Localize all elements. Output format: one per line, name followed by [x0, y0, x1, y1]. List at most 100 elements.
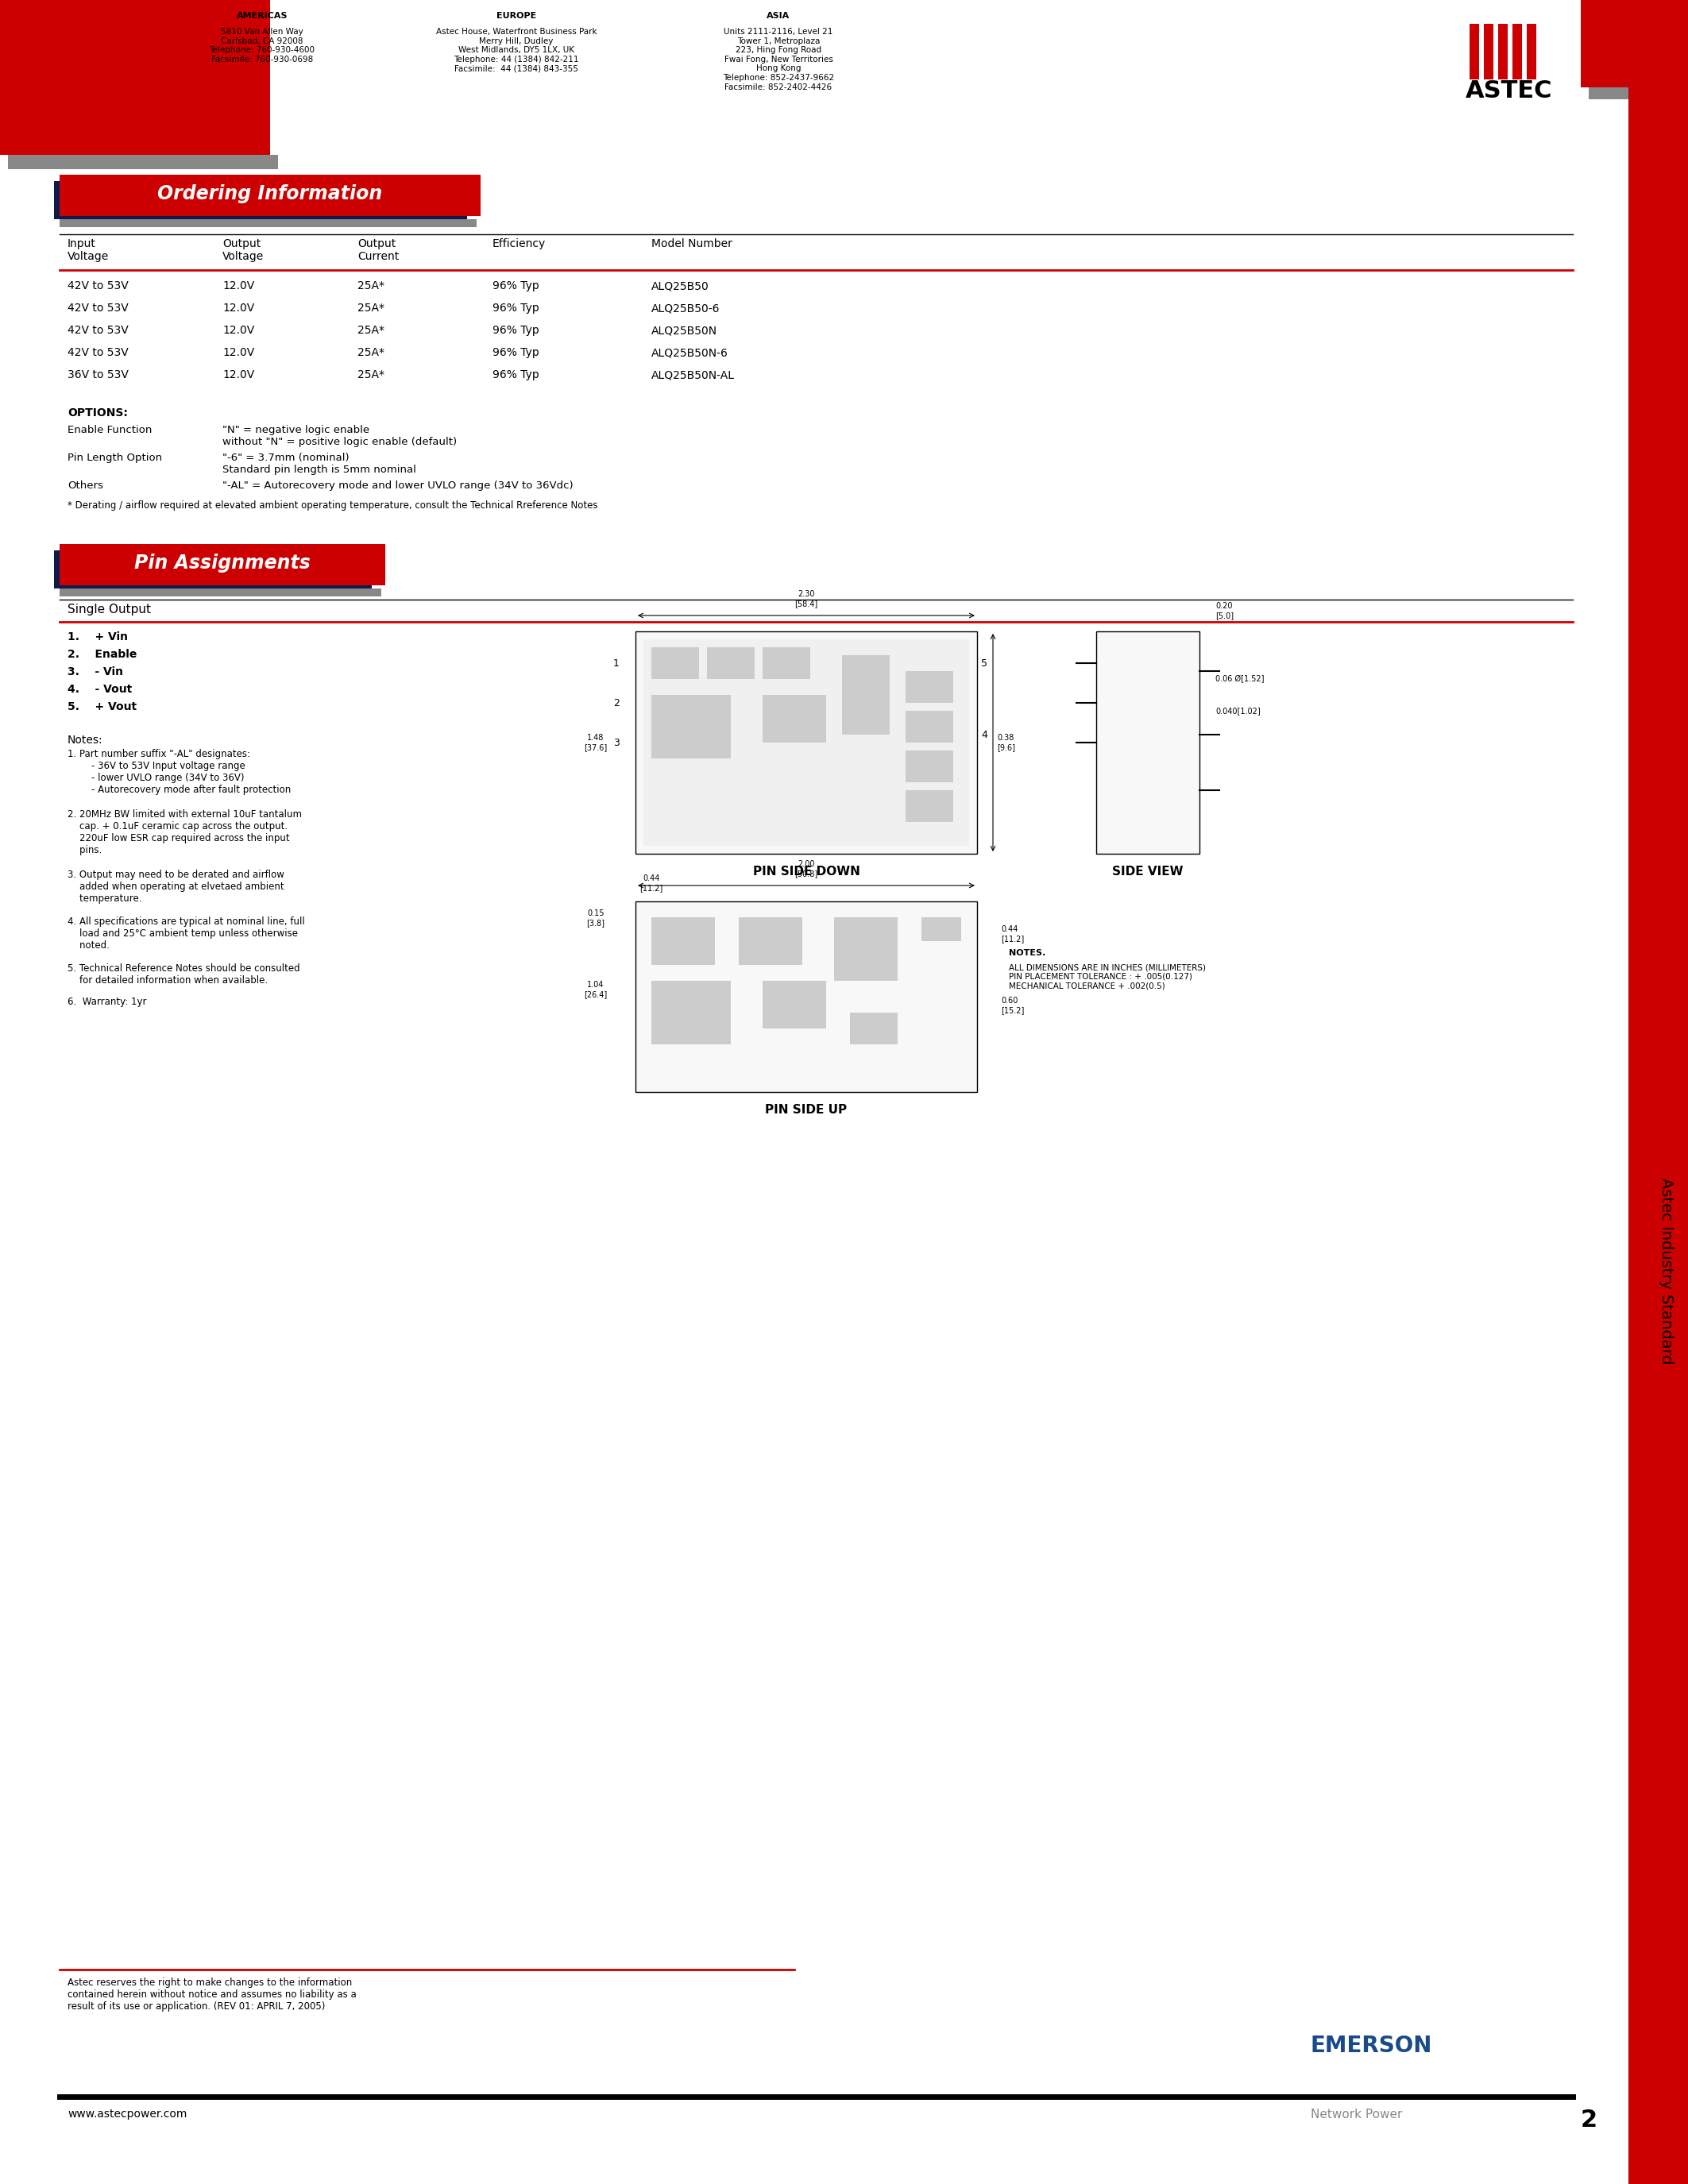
Polygon shape	[1512, 24, 1523, 79]
Text: 1.04
[26.4]: 1.04 [26.4]	[584, 981, 608, 998]
Polygon shape	[1526, 24, 1536, 79]
Text: 2. 20MHz BW limited with external 10uF tantalum
    cap. + 0.1uF ceramic cap acr: 2. 20MHz BW limited with external 10uF t…	[68, 810, 302, 856]
Text: 12.0V: 12.0V	[223, 280, 255, 290]
Text: Output
Voltage: Output Voltage	[223, 238, 263, 262]
Text: EUROPE: EUROPE	[496, 11, 537, 20]
Text: 2.    Enable: 2. Enable	[68, 649, 137, 660]
Text: Pin Length Option: Pin Length Option	[68, 452, 162, 463]
Bar	[905, 791, 954, 821]
Text: Model Number: Model Number	[652, 238, 733, 249]
Text: 0.44
[11.2]: 0.44 [11.2]	[1001, 926, 1025, 941]
Text: 0.20
[5.0]: 0.20 [5.0]	[1215, 603, 1234, 620]
Bar	[0, 0, 270, 155]
Text: 2.30
[58.4]: 2.30 [58.4]	[795, 590, 819, 607]
Text: Pin Assignments: Pin Assignments	[135, 553, 311, 572]
Bar	[652, 917, 716, 965]
Text: Astec Industry Standard: Astec Industry Standard	[1658, 1177, 1673, 1363]
Text: 25A*: 25A*	[358, 347, 385, 358]
Text: "N" = negative logic enable
without "N" = positive logic enable (default): "N" = negative logic enable without "N" …	[223, 426, 457, 448]
Bar	[1096, 631, 1200, 854]
Text: ALQ25B50N-6: ALQ25B50N-6	[652, 347, 728, 358]
Text: 2: 2	[613, 697, 619, 708]
Text: 0.60
[15.2]: 0.60 [15.2]	[1001, 996, 1025, 1013]
Bar	[635, 902, 977, 1092]
Bar	[851, 1013, 898, 1044]
Bar	[905, 751, 954, 782]
Text: 96% Typ: 96% Typ	[493, 304, 538, 314]
Bar	[763, 695, 825, 743]
Bar	[1096, 631, 1200, 854]
Text: 4: 4	[981, 729, 987, 740]
Text: ALQ25B50N: ALQ25B50N	[652, 325, 717, 336]
Bar	[652, 981, 731, 1044]
Text: 0.06 Ø[1.52]: 0.06 Ø[1.52]	[1215, 675, 1264, 684]
Text: SIDE VIEW: SIDE VIEW	[1112, 865, 1183, 878]
Text: * Derating / airflow required at elevated ambient operating temperature, consult: * Derating / airflow required at elevate…	[68, 500, 598, 511]
Text: ALQ25B50: ALQ25B50	[1664, 339, 1680, 441]
Text: OPTIONS:: OPTIONS:	[68, 408, 128, 419]
Text: 12.0V: 12.0V	[223, 347, 255, 358]
Text: 12.0V: 12.0V	[223, 304, 255, 314]
Bar	[59, 544, 385, 585]
Text: "-AL" = Autorecovery mode and lower UVLO range (34V to 36Vdc): "-AL" = Autorecovery mode and lower UVLO…	[223, 480, 574, 491]
Bar	[707, 646, 755, 679]
Bar	[763, 981, 825, 1029]
Text: 0.040[1.02]: 0.040[1.02]	[1215, 708, 1261, 714]
Text: EMERSON: EMERSON	[1310, 2035, 1433, 2057]
Bar	[1629, 0, 1688, 2184]
Text: 42V to 53V: 42V to 53V	[68, 325, 128, 336]
Text: Output
Current: Output Current	[358, 238, 398, 262]
Bar	[59, 218, 476, 227]
Bar	[842, 655, 890, 734]
Text: PIN SIDE UP: PIN SIDE UP	[765, 1103, 847, 1116]
Text: 12.0V: 12.0V	[223, 369, 255, 380]
Text: 1.    + Vin: 1. + Vin	[68, 631, 128, 642]
Text: ASTEC: ASTEC	[1465, 79, 1553, 103]
Text: 5.    + Vout: 5. + Vout	[68, 701, 137, 712]
Text: NOTES.: NOTES.	[1009, 950, 1045, 957]
Bar	[739, 917, 802, 965]
Text: 1.48
[37.6]: 1.48 [37.6]	[584, 734, 608, 751]
Bar	[905, 670, 954, 703]
Text: 25A*: 25A*	[358, 280, 385, 290]
Text: 96% Typ: 96% Typ	[493, 347, 538, 358]
Bar	[635, 631, 977, 854]
Text: 4. All specifications are typical at nominal line, full
    load and 25°C ambien: 4. All specifications are typical at nom…	[68, 917, 306, 950]
Text: 25A*: 25A*	[358, 304, 385, 314]
Text: 2.00
[50.8]: 2.00 [50.8]	[795, 860, 819, 878]
Text: ALQ25B50: ALQ25B50	[652, 280, 709, 290]
Bar	[834, 917, 898, 981]
Text: Ordering Information: Ordering Information	[157, 183, 383, 203]
Text: 0.44
[11.2]: 0.44 [11.2]	[640, 876, 663, 891]
Text: ASIA: ASIA	[766, 11, 790, 20]
Text: 96% Typ: 96% Typ	[493, 325, 538, 336]
Text: 42V to 53V: 42V to 53V	[68, 280, 128, 290]
Bar	[54, 181, 468, 218]
Text: Single Output: Single Output	[68, 603, 150, 616]
Text: 0.15
[3.8]: 0.15 [3.8]	[587, 909, 604, 926]
Text: 36V to 53V: 36V to 53V	[68, 369, 128, 380]
Bar	[635, 902, 977, 1092]
Text: 5: 5	[981, 657, 987, 668]
Text: Network Power: Network Power	[1310, 2108, 1403, 2121]
Text: Enable Function: Enable Function	[68, 426, 152, 435]
Text: 5810 Van Allen Way
Carlsbad, CA 92008
Telephone: 760-930-4600
Facsimile: 760-930: 5810 Van Allen Way Carlsbad, CA 92008 Te…	[209, 28, 316, 63]
Text: 42V to 53V: 42V to 53V	[68, 304, 128, 314]
Polygon shape	[1499, 24, 1507, 79]
Text: 3. Output may need to be derated and airflow
    added when operating at elvetae: 3. Output may need to be derated and air…	[68, 869, 284, 904]
Text: Efficiency: Efficiency	[493, 238, 545, 249]
Bar	[1445, 0, 1580, 155]
Text: 42V to 53V: 42V to 53V	[68, 347, 128, 358]
Bar	[635, 631, 977, 854]
Text: Astec reserves the right to make changes to the information
contained herein wit: Astec reserves the right to make changes…	[68, 1977, 356, 2011]
Text: 4.    - Vout: 4. - Vout	[68, 684, 132, 695]
Bar	[8, 155, 279, 168]
Text: 2: 2	[1580, 2108, 1597, 2132]
Text: 25A*: 25A*	[358, 369, 385, 380]
Bar	[643, 640, 969, 845]
Text: ALQ25B50N-AL: ALQ25B50N-AL	[652, 369, 734, 380]
Bar	[922, 917, 960, 941]
Text: 96% Typ: 96% Typ	[493, 369, 538, 380]
Bar	[905, 710, 954, 743]
Bar	[652, 646, 699, 679]
